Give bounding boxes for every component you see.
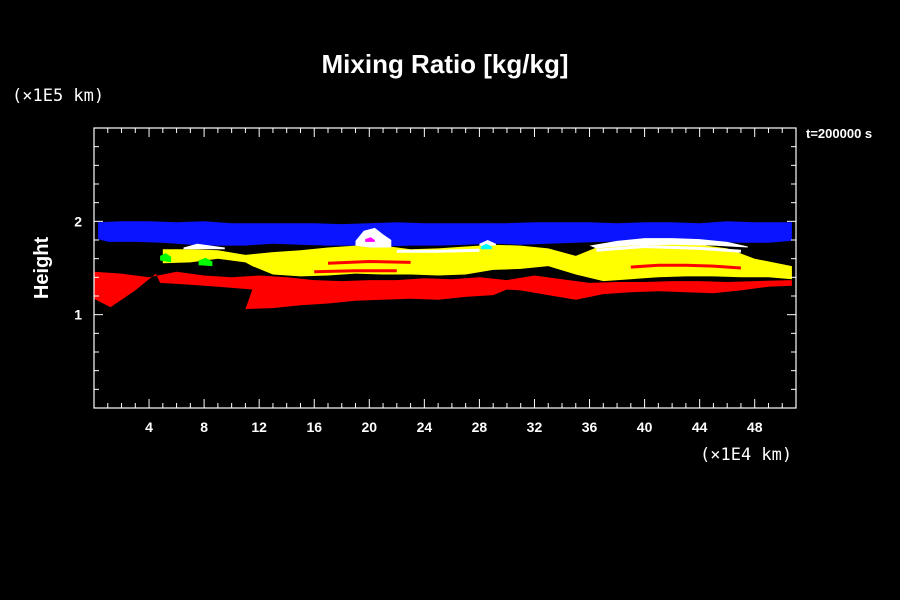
x-tick-label: 32 — [527, 419, 543, 435]
x-tick-label: 24 — [417, 419, 433, 435]
layer-blue-0 — [98, 221, 792, 247]
plot-border — [93, 127, 797, 409]
layer-red-1 — [94, 271, 792, 310]
chart-title: Mixing Ratio [kg/kg] — [322, 49, 569, 79]
time-label: t=200000 s — [806, 126, 872, 141]
x-tick-label: 12 — [251, 419, 267, 435]
stripe-white-4 — [396, 248, 480, 253]
x-tick-label: 36 — [582, 419, 598, 435]
layer-white-6 — [479, 240, 496, 246]
stripe-red-1 — [630, 263, 742, 270]
layer-white-4 — [355, 227, 392, 248]
x-tick-label: 44 — [692, 419, 708, 435]
x-tick-label: 48 — [747, 419, 763, 435]
stripe-red-2 — [314, 269, 397, 274]
layer-cyan-9 — [480, 243, 492, 250]
x-tick-label: 20 — [362, 419, 378, 435]
stripe-white-0 — [596, 244, 742, 253]
x-axis-unit: (×1E4 km) — [700, 445, 792, 465]
layer-white-5 — [183, 243, 225, 250]
x-tick-label: 8 — [200, 419, 208, 435]
x-tick-label: 4 — [145, 419, 153, 435]
y-axis-unit: (×1E5 km) — [12, 86, 104, 106]
stripe-red-3 — [327, 259, 411, 265]
plot-frame — [93, 127, 797, 409]
data-layers — [94, 221, 792, 310]
y-tick-label: 1 — [74, 307, 82, 323]
x-tick-label: 28 — [472, 419, 488, 435]
x-tick-label: 40 — [637, 419, 653, 435]
layer-green-7 — [160, 253, 172, 263]
layer-white-3 — [589, 238, 748, 249]
layer-magenta-10 — [365, 237, 375, 242]
y-tick-label: 2 — [74, 213, 82, 229]
y-axis-label: Height — [31, 237, 53, 300]
x-tick-label: 16 — [306, 419, 322, 435]
layer-green-8 — [198, 257, 213, 267]
